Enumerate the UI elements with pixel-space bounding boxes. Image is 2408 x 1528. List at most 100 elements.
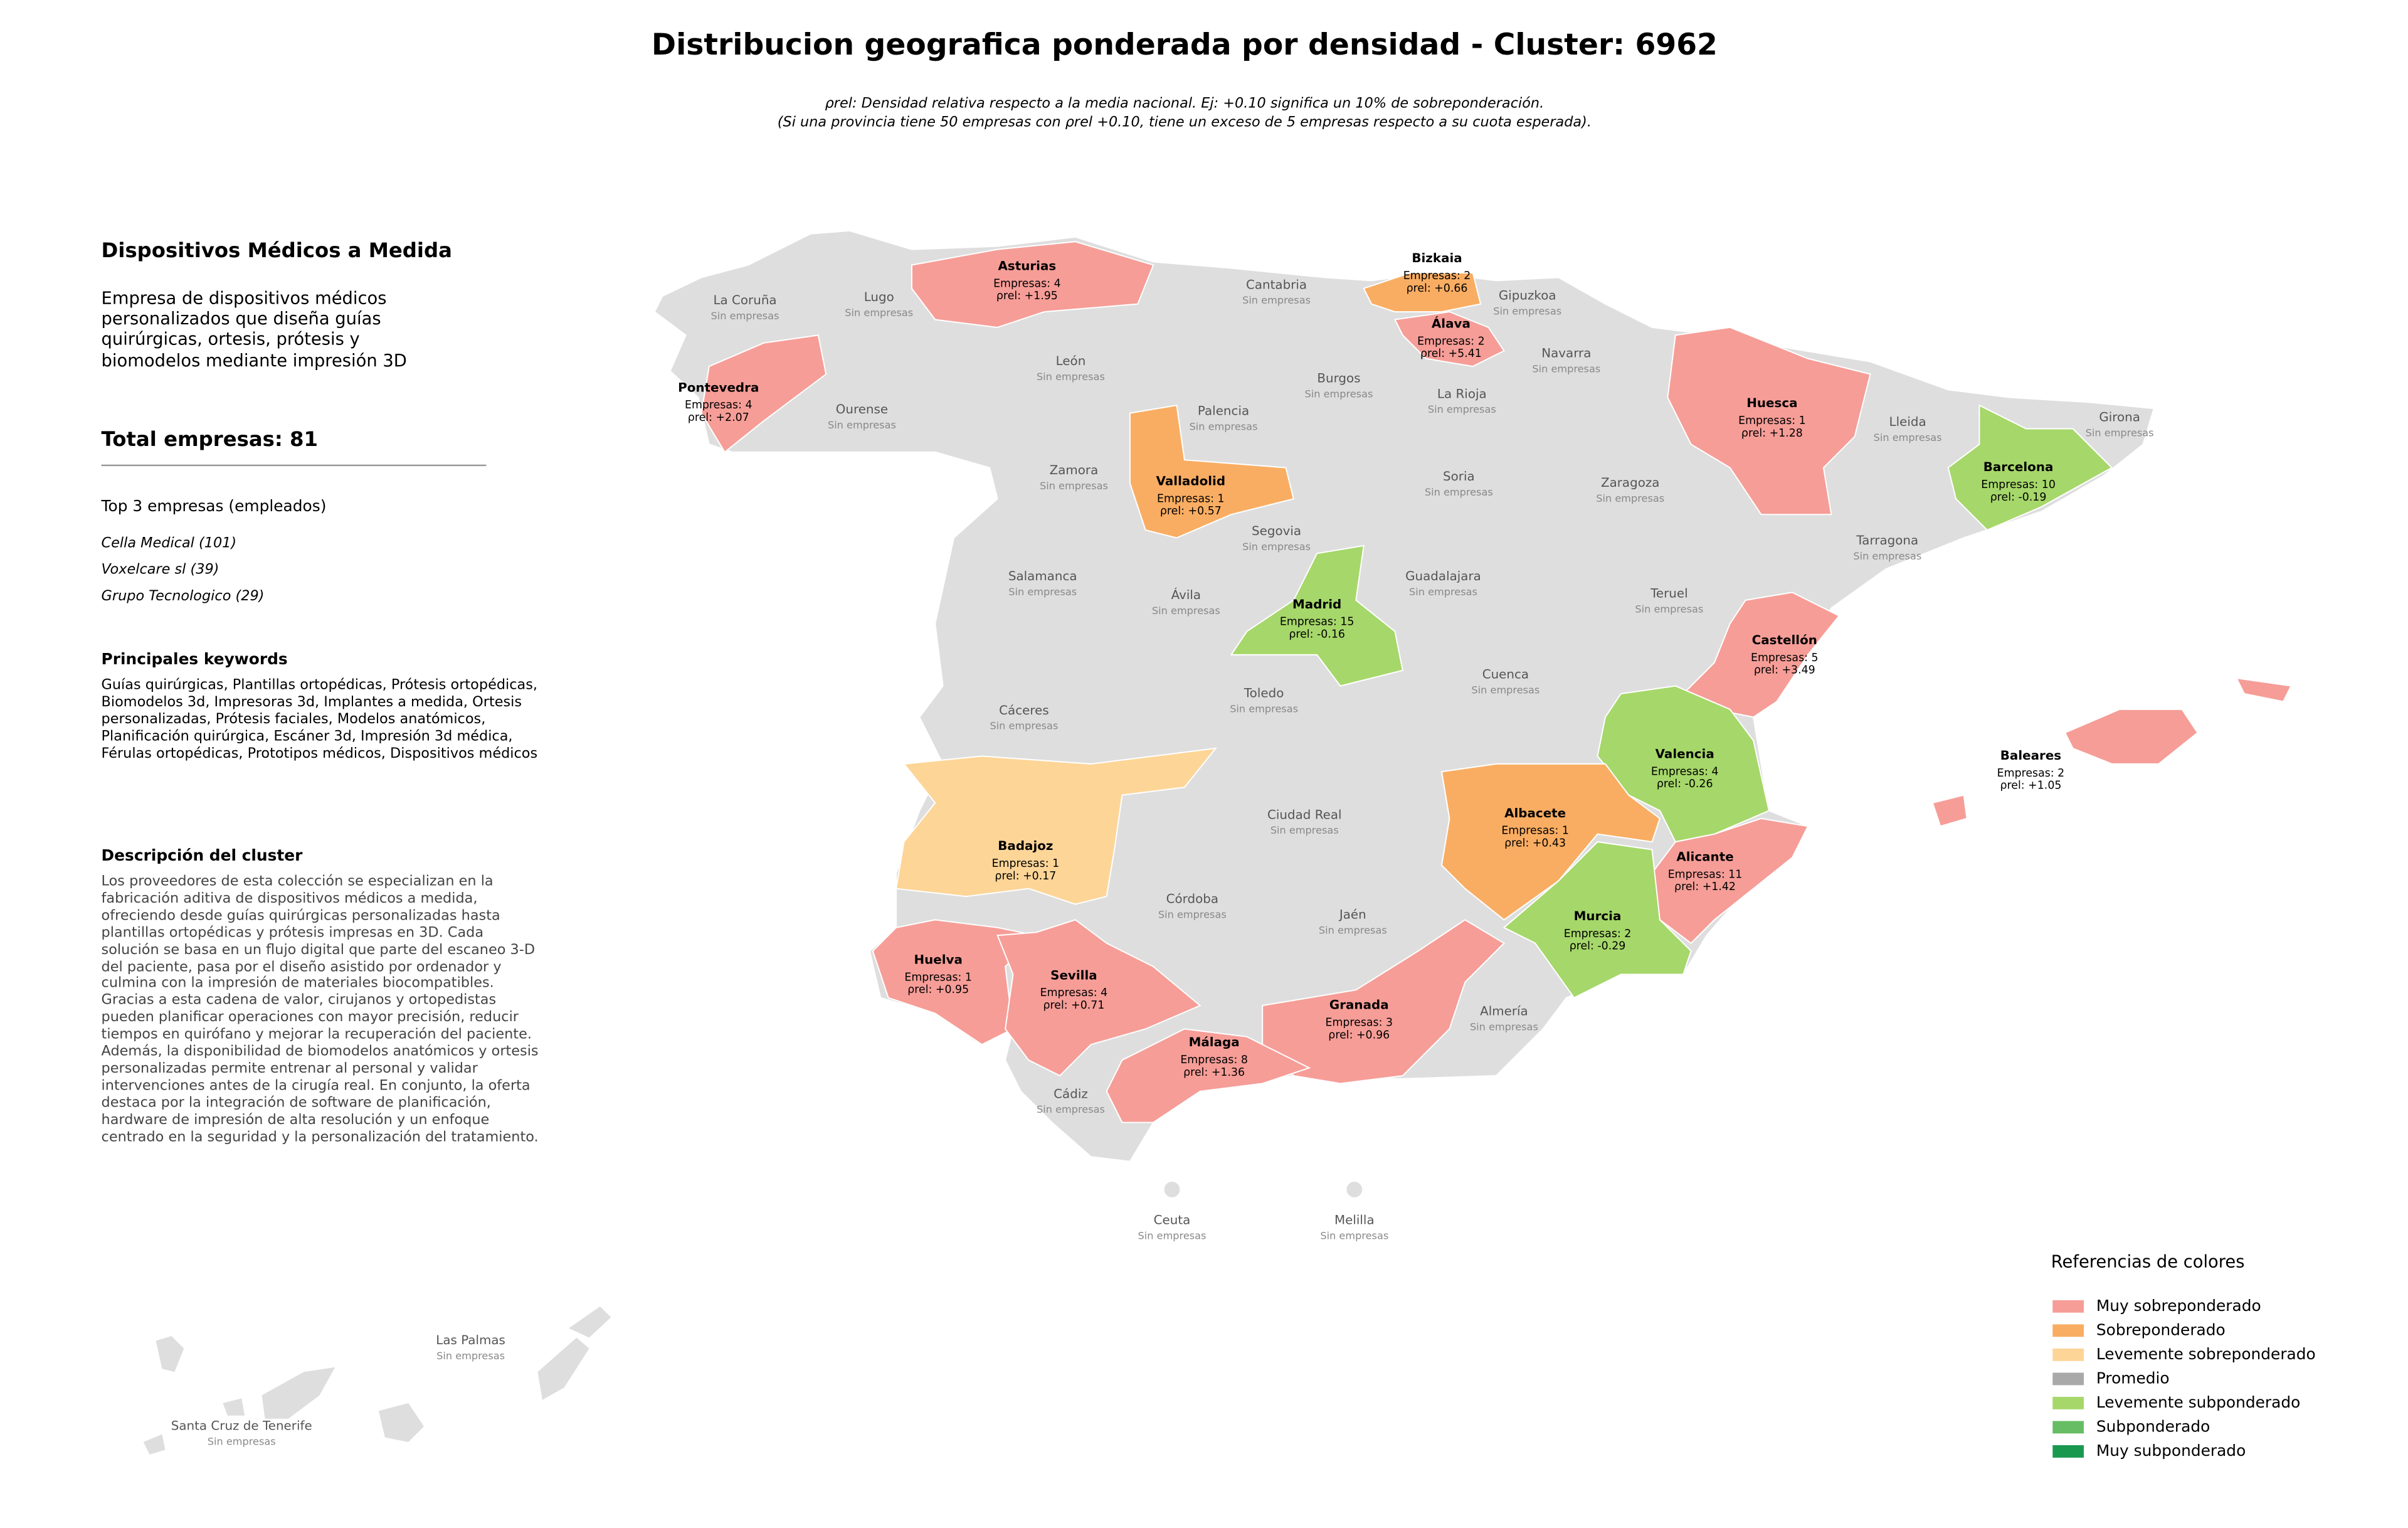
province-detail: Sin empresas	[1270, 824, 1339, 836]
province-detail: Sin empresas	[1874, 432, 1942, 443]
province-name: Gipuzkoa	[1499, 289, 1556, 303]
province-shape	[1667, 326, 1871, 516]
province-name: Murcia	[1574, 909, 1622, 923]
rule	[101, 464, 487, 467]
province-detail: Sin empresas	[1190, 420, 1258, 432]
province-rho: ρrel: +1.28	[1741, 427, 1803, 440]
province-count: Empresas: 5	[1751, 652, 1819, 664]
province-count: Empresas: 2	[1997, 767, 2065, 780]
province-count: Empresas: 15	[1280, 616, 1354, 629]
province-rho: ρrel: +3.49	[1754, 664, 1815, 677]
province-detail: Sin empresas	[1040, 480, 1108, 492]
legend-label: Levemente subponderado	[2096, 1393, 2300, 1411]
province-rho: ρrel: +0.96	[1328, 1029, 1390, 1041]
province-name: Toledo	[1244, 686, 1284, 701]
province-count: Empresas: 4	[1040, 987, 1108, 999]
province-detail: Sin empresas	[1532, 363, 1600, 375]
province-detail: Sin empresas	[1596, 492, 1664, 504]
province-name: Cáceres	[999, 703, 1049, 718]
province-name: Huelva	[914, 953, 962, 967]
province-name: Santa Cruz de Tenerife	[171, 1419, 312, 1433]
province-name: Cádiz	[1054, 1086, 1088, 1101]
province-shape	[1393, 311, 1505, 368]
province-shape	[1440, 763, 1661, 921]
province-rho: ρrel: +1.95	[996, 290, 1058, 302]
legend-label: Muy subponderado	[2096, 1441, 2246, 1460]
province-name: Castellón	[1752, 633, 1817, 647]
province-shape	[911, 241, 1154, 328]
province-name: Ávila	[1171, 588, 1201, 602]
province-name: Cuenca	[1482, 667, 1529, 682]
cluster-title: Descripción del cluster	[101, 848, 303, 866]
province-name: Cantabria	[1246, 277, 1307, 292]
province-name: Granada	[1329, 998, 1389, 1012]
province-name: Lleida	[1889, 415, 1926, 429]
province-count: Empresas: 8	[1180, 1054, 1248, 1066]
top-company: Cella Medical (101)	[101, 536, 237, 552]
legend-swatch	[2052, 1421, 2084, 1434]
province-shape	[1129, 405, 1295, 539]
province-count: Empresas: 2	[1417, 335, 1485, 348]
province-count: Empresas: 4	[685, 399, 752, 411]
province-count: Empresas: 4	[993, 277, 1061, 290]
province-rho: ρrel: +0.17	[995, 870, 1056, 883]
province-name: Barcelona	[1983, 460, 2054, 474]
legend-title: Referencias de colores	[2051, 1253, 2245, 1272]
province-name: Palencia	[1198, 404, 1249, 418]
province-detail: Sin empresas	[1428, 403, 1496, 415]
province-detail: Sin empresas	[1158, 908, 1227, 920]
province-detail: Sin empresas	[1230, 703, 1298, 714]
title: Distribucion geografica ponderada por de…	[651, 28, 1718, 63]
legend-swatch	[2052, 1445, 2084, 1458]
province-shape	[1106, 1028, 1311, 1123]
province-name: Salamanca	[1008, 569, 1077, 583]
province-shape	[2235, 677, 2293, 703]
province-name: Álava	[1432, 316, 1471, 331]
province-name: Sevilla	[1050, 968, 1097, 982]
province-name: Málaga	[1189, 1035, 1240, 1049]
province-count: Empresas: 2	[1403, 270, 1471, 282]
province-shape	[1947, 404, 2113, 531]
province-detail: Sin empresas	[1853, 550, 1921, 562]
province-detail: Sin empresas	[1008, 586, 1077, 598]
province-rho: ρrel: +0.43	[1504, 837, 1566, 850]
province-shape	[1363, 272, 1482, 313]
province-name: Madrid	[1292, 597, 1341, 612]
province-name: La Coruña	[713, 293, 776, 307]
province-shape	[1931, 794, 1968, 827]
province-name: Baleares	[2000, 748, 2061, 763]
province-shape	[1502, 841, 1692, 999]
province-rho: ρrel: +1.05	[2000, 780, 2062, 792]
province-shape	[1682, 592, 1840, 718]
province-rho: ρrel: -0.16	[1289, 629, 1345, 641]
province-count: Empresas: 2	[1564, 928, 1632, 940]
province-detail: Sin empresas	[1138, 1229, 1207, 1241]
province-name: Girona	[2099, 410, 2140, 425]
province-detail: Sin empresas	[1471, 684, 1539, 696]
province-rho: ρrel: +0.57	[1160, 505, 1222, 517]
province-name: Valladolid	[1156, 474, 1225, 488]
province-rho: ρrel: +0.71	[1043, 999, 1104, 1012]
province-count: Empresas: 4	[1651, 765, 1719, 778]
province-shape	[996, 919, 1201, 1077]
province-detail: Sin empresas	[1409, 586, 1477, 598]
panel-description: Empresa de dispositivos médicos personal…	[101, 288, 407, 371]
province-count: Empresas: 3	[1325, 1016, 1393, 1029]
province-shape	[2064, 708, 2199, 765]
province-count: Empresas: 1	[904, 971, 972, 984]
province-name: Zaragoza	[1601, 475, 1660, 490]
province-detail: Sin empresas	[1304, 388, 1373, 400]
province-name: Teruel	[1650, 586, 1688, 600]
province-rho: ρrel: -0.29	[1570, 940, 1626, 953]
legend-label: Levemente sobreponderado	[2096, 1345, 2316, 1363]
melilla-shape	[1346, 1181, 1363, 1197]
keywords-title: Principales keywords	[101, 651, 288, 669]
province-name: Albacete	[1504, 806, 1566, 820]
total: Total empresas: 81	[101, 428, 319, 452]
legend-swatch	[2052, 1372, 2084, 1386]
canary-islands	[143, 1306, 611, 1455]
legend-swatch	[2052, 1396, 2084, 1409]
